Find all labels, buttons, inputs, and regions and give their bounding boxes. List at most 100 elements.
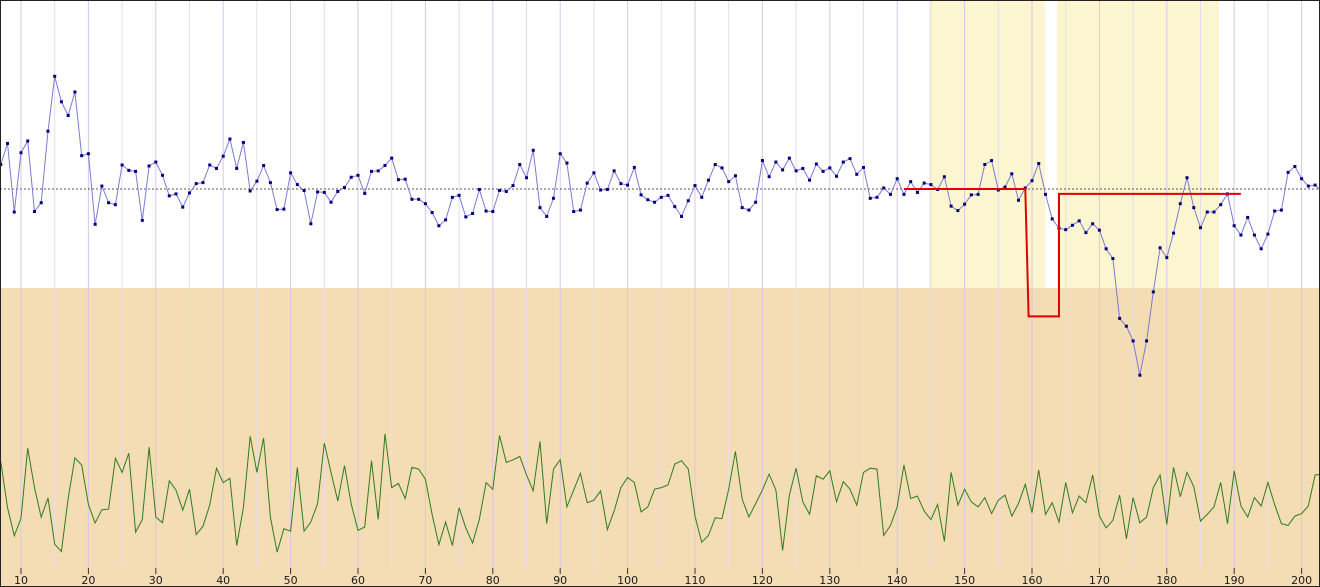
blue-point <box>814 162 818 166</box>
blue-point <box>0 163 3 166</box>
blue-point <box>93 222 97 226</box>
blue-point <box>740 206 744 210</box>
blue-point <box>1043 192 1047 196</box>
blue-point <box>343 186 347 190</box>
x-tick-label: 140 <box>887 574 908 587</box>
blue-point <box>430 211 434 215</box>
red-step-line <box>903 188 1241 318</box>
blue-point <box>1118 316 1122 320</box>
x-tick-label: 50 <box>284 574 298 587</box>
blue-point <box>572 210 576 214</box>
blue-point <box>1212 210 1216 214</box>
blue-point <box>1199 226 1202 230</box>
blue-point <box>875 195 879 199</box>
x-tick-label: 170 <box>1089 574 1110 587</box>
blue-point <box>1300 177 1304 181</box>
blue-point <box>403 177 407 181</box>
step-line-path <box>903 188 1241 318</box>
blue-point <box>194 182 198 186</box>
blue-point <box>983 163 987 166</box>
blue-point <box>767 175 771 179</box>
blue-point <box>612 169 616 173</box>
blue-point <box>646 198 650 202</box>
blue-point <box>1138 373 1142 377</box>
blue-point <box>221 154 225 158</box>
blue-point <box>706 178 710 182</box>
blue-point <box>565 161 569 165</box>
blue-point <box>80 154 84 158</box>
blue-point <box>336 189 340 193</box>
blue-point <box>1131 339 1135 343</box>
blue-point <box>154 160 158 164</box>
blue-point <box>1091 222 1095 226</box>
blue-point <box>808 178 812 182</box>
blue-point <box>1145 339 1149 343</box>
blue-point <box>86 152 90 156</box>
blue-point <box>733 174 737 178</box>
blue-point <box>882 186 886 190</box>
blue-point <box>329 200 333 204</box>
blue-point <box>477 187 481 191</box>
blue-point <box>1030 179 1034 183</box>
blue-point <box>498 188 502 192</box>
blue-point <box>437 224 441 228</box>
blue-point <box>1111 257 1115 261</box>
blue-series <box>0 74 1320 377</box>
blue-point <box>316 190 320 194</box>
blue-point <box>1050 217 1054 221</box>
blue-point <box>1205 210 1209 214</box>
blue-point <box>120 163 124 167</box>
blue-point <box>821 169 825 173</box>
blue-point <box>942 175 946 179</box>
blue-point <box>545 214 549 218</box>
blue-point <box>410 197 414 201</box>
blue-point <box>53 74 57 78</box>
blue-point <box>356 173 360 177</box>
blue-point <box>1124 324 1128 328</box>
blue-point <box>6 141 10 145</box>
blue-point <box>605 187 609 191</box>
x-tick-label: 100 <box>617 574 638 587</box>
blue-point <box>1279 208 1283 212</box>
x-tick-label: 110 <box>685 574 706 587</box>
x-axis: 10 20 30 40 50 60 70 80 90 100 110 120 130 140 150 160 1… <box>14 568 1312 587</box>
blue-point <box>369 169 373 173</box>
blue-point <box>1259 247 1263 251</box>
blue-point <box>626 183 630 187</box>
blue-point <box>1084 231 1088 235</box>
blue-point <box>1104 247 1108 251</box>
blue-point <box>902 192 906 196</box>
blue-point <box>1158 246 1162 250</box>
blue-point <box>518 163 522 166</box>
blue-point <box>511 184 515 188</box>
blue-point <box>282 207 286 211</box>
x-tick-label: 200 <box>1291 574 1312 587</box>
blue-point <box>275 208 279 212</box>
blue-point <box>322 190 326 194</box>
blue-point <box>1232 224 1236 228</box>
blue-point <box>909 180 913 184</box>
blue-point <box>787 156 791 160</box>
blue-point <box>140 218 144 222</box>
blue-point <box>1077 219 1081 223</box>
lower-background <box>0 288 1320 568</box>
blue-point <box>208 163 212 167</box>
blue-point <box>848 157 852 161</box>
blue-point <box>1252 233 1256 237</box>
x-tick-label: 80 <box>486 574 500 587</box>
blue-point <box>73 90 77 94</box>
x-tick-label: 90 <box>553 574 567 587</box>
blue-point <box>1017 198 1021 202</box>
blue-point <box>760 159 764 163</box>
blue-point <box>134 169 138 173</box>
blue-point <box>922 181 926 185</box>
blue-point <box>673 205 677 209</box>
blue-point <box>1172 231 1176 235</box>
blue-point <box>504 189 508 193</box>
blue-point <box>835 174 839 178</box>
blue-point <box>578 208 582 212</box>
blue-point <box>1286 170 1290 174</box>
x-tick-label: 130 <box>819 574 840 587</box>
blue-point <box>302 188 306 192</box>
